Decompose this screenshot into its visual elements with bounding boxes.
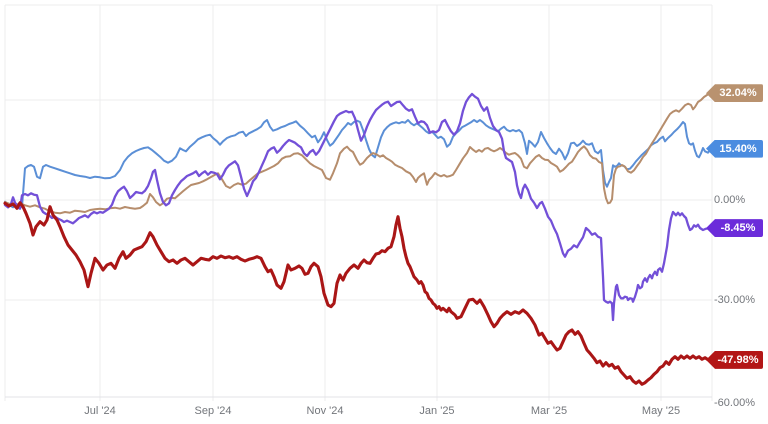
x-axis-tick-nov24: Nov '24 (306, 405, 344, 417)
series-line-tan (4, 92, 711, 215)
end-value-badge-blue: 15.40% (706, 139, 763, 158)
gridlines (4, 4, 713, 401)
y-axis-tick-0: 0.00% (714, 194, 746, 206)
x-axis-tick-jul24: Jul '24 (84, 405, 116, 417)
x-axis-tick-may25: May '25 (641, 405, 681, 417)
y-axis-tick-neg60: -60.00% (714, 397, 755, 409)
end-value-badge-tan: 32.04% (706, 84, 763, 103)
series-line-blue (4, 119, 712, 210)
x-axis-tick-sep24: Sep '24 (194, 405, 232, 417)
end-value-badge-purple: -8.45% (706, 219, 763, 238)
x-axis-tick-mar25: Mar '25 (530, 405, 568, 417)
series-line-red (3, 201, 713, 386)
series-line-purple (3, 92, 711, 322)
y-axis-tick-neg30: -30.00% (714, 294, 755, 306)
x-axis-tick-jan25: Jan '25 (419, 405, 455, 417)
end-value-badge-red: -47.98% (706, 350, 763, 369)
